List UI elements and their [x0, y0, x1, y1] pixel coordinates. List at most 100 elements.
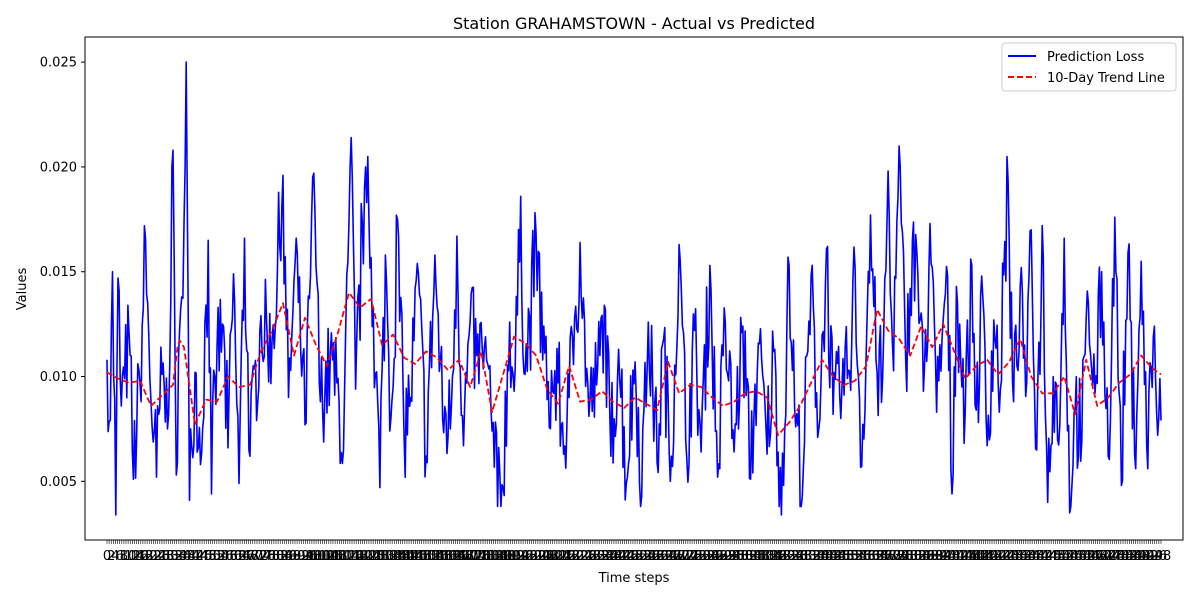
x-tick-label: 66: [238, 549, 255, 564]
x-tick-label: 232: [585, 549, 610, 564]
x-tick-label: 196: [509, 549, 534, 564]
x-tick-label: 258: [640, 549, 665, 564]
x-tick-label: 314: [758, 549, 783, 564]
series-line-prediction-loss: [106, 61, 1162, 516]
legend-label-prediction-loss: Prediction Loss: [1047, 50, 1144, 65]
x-tick-label: 454: [1054, 549, 1079, 564]
x-tick-label: 2: [107, 549, 115, 564]
x-tick-label: 20: [141, 549, 158, 564]
x-tick-label: 142: [395, 549, 420, 564]
x-tick-label: 386: [910, 549, 935, 564]
x-tick-label: 476: [1100, 549, 1125, 564]
x-tick-label: 60: [225, 549, 242, 564]
x-tick-label: 202: [521, 549, 546, 564]
x-tick-label: 52: [209, 549, 226, 564]
x-tick-label: 10: [120, 549, 137, 564]
x-tick-label: 176: [466, 549, 491, 564]
x-tick-label: 68: [242, 549, 259, 564]
x-tick-label: 244: [610, 549, 635, 564]
x-axis-ticks: 0246810121416182022242628303234363840424…: [103, 540, 1171, 564]
x-tick-label: 388: [914, 549, 939, 564]
x-tick-label: 424: [990, 549, 1015, 564]
x-tick-label: 472: [1092, 549, 1117, 564]
x-tick-label: 280: [686, 549, 711, 564]
x-tick-label: 74: [255, 549, 272, 564]
x-tick-label: 310: [749, 549, 774, 564]
x-tick-label: 132: [373, 549, 398, 564]
x-tick-label: 96: [302, 549, 319, 564]
x-tick-label: 92: [293, 549, 310, 564]
x-tick-label: 184: [483, 549, 508, 564]
x-tick-label: 322: [775, 549, 800, 564]
x-tick-label: 50: [204, 549, 221, 564]
x-tick-label: 174: [462, 549, 487, 564]
x-tick-label: 482: [1113, 549, 1138, 564]
x-tick-label: 380: [897, 549, 922, 564]
x-tick-label: 284: [694, 549, 719, 564]
x-tick-label: 408: [956, 549, 981, 564]
x-tick-label: 160: [433, 549, 458, 564]
y-tick-label: 0.015: [40, 265, 77, 280]
x-tick-label: 342: [817, 549, 842, 564]
x-tick-label: 228: [576, 549, 601, 564]
x-tick-label: 192: [500, 549, 525, 564]
x-tick-label: 340: [813, 549, 838, 564]
x-tick-label: 306: [741, 549, 766, 564]
x-tick-label: 390: [918, 549, 943, 564]
x-tick-label: 494: [1138, 549, 1163, 564]
x-tick-label: 256: [635, 549, 660, 564]
x-tick-label: 118: [344, 549, 369, 564]
x-tick-label: 296: [720, 549, 745, 564]
x-tick-label: 260: [644, 549, 669, 564]
x-tick-label: 238: [597, 549, 622, 564]
x-tick-label: 264: [652, 549, 677, 564]
x-tick-label: 206: [530, 549, 555, 564]
x-tick-label: 42: [187, 549, 204, 564]
x-tick-label: 362: [859, 549, 884, 564]
x-tick-label: 84: [276, 549, 293, 564]
x-tick-label: 90: [289, 549, 306, 564]
x-tick-label: 462: [1070, 549, 1095, 564]
x-tick-label: 426: [994, 549, 1019, 564]
x-tick-label: 250: [623, 549, 648, 564]
legend-label-trend-line: 10-Day Trend Line: [1047, 71, 1165, 86]
x-tick-label: 112: [331, 549, 356, 564]
x-tick-label: 460: [1066, 549, 1091, 564]
x-tick-label: 242: [606, 549, 631, 564]
x-tick-label: 14: [128, 549, 145, 564]
x-tick-label: 414: [969, 549, 994, 564]
x-tick-label: 144: [399, 549, 424, 564]
x-tick-label: 376: [889, 549, 914, 564]
x-tick-label: 188: [492, 549, 517, 564]
x-tick-label: 404: [948, 549, 973, 564]
x-tick-label: 94: [297, 549, 314, 564]
x-tick-label: 450: [1045, 549, 1070, 564]
x-tick-label: 208: [534, 549, 559, 564]
x-tick-label: 108: [323, 549, 348, 564]
x-tick-label: 28: [158, 549, 175, 564]
x-tick-label: 0: [103, 549, 111, 564]
x-tick-label: 56: [217, 549, 234, 564]
x-tick-label: 80: [268, 549, 285, 564]
legend-box: [1001, 42, 1177, 92]
x-tick-label: 420: [982, 549, 1007, 564]
x-tick-label: 452: [1049, 549, 1074, 564]
x-tick-label: 154: [420, 549, 445, 564]
y-tick-label: 0.005: [40, 475, 77, 490]
x-tick-label: 412: [965, 549, 990, 564]
x-tick-label: 432: [1007, 549, 1032, 564]
x-tick-label: 58: [221, 549, 238, 564]
x-tick-label: 262: [648, 549, 673, 564]
x-tick-label: 446: [1037, 549, 1062, 564]
x-tick-label: 246: [614, 549, 639, 564]
x-tick-label: 12: [124, 549, 141, 564]
x-tick-label: 334: [800, 549, 825, 564]
x-tick-label: 24: [149, 549, 166, 564]
x-tick-label: 272: [669, 549, 694, 564]
chart-title: Station GRAHAMSTOWN - Actual vs Predicte…: [453, 14, 815, 33]
x-tick-label: 328: [787, 549, 812, 564]
x-tick-label: 304: [737, 549, 762, 564]
x-tick-label: 344: [821, 549, 846, 564]
x-tick-label: 248: [618, 549, 643, 564]
